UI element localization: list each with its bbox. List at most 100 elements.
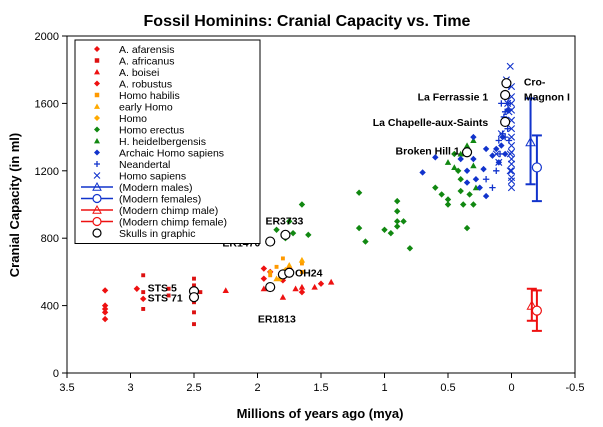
series-modern-males xyxy=(525,97,536,186)
data-point xyxy=(506,167,514,175)
series-modern-females xyxy=(531,134,543,203)
x-tick-label: 2.5 xyxy=(186,382,201,394)
annotation-label: La Ferrassie 1 xyxy=(418,92,489,104)
data-point xyxy=(260,275,268,282)
data-point xyxy=(507,173,516,182)
annotation-label: La Chapelle-aux-Saints xyxy=(373,117,489,129)
data-point xyxy=(507,148,516,156)
data-point xyxy=(525,136,536,147)
legend-marker xyxy=(92,216,102,227)
legend-label: (Modern males) xyxy=(119,182,193,194)
data-point xyxy=(101,305,109,313)
data-point xyxy=(482,145,490,153)
data-point xyxy=(482,192,490,200)
data-point xyxy=(498,142,505,149)
data-point xyxy=(141,273,146,278)
data-point xyxy=(506,62,514,70)
data-point xyxy=(317,280,325,287)
data-point xyxy=(394,208,401,215)
legend-label: A. boisei xyxy=(119,67,159,79)
data-point xyxy=(286,218,293,225)
data-point xyxy=(500,116,511,128)
data-point xyxy=(274,264,279,269)
data-point xyxy=(463,167,471,174)
legend-marker xyxy=(94,46,100,52)
data-point xyxy=(492,150,500,158)
data-point xyxy=(260,265,268,272)
x-tick-label: 3 xyxy=(127,382,133,394)
data-point xyxy=(268,273,273,278)
data-point xyxy=(286,261,293,268)
data-point xyxy=(507,106,516,114)
data-point xyxy=(101,302,109,309)
data-point xyxy=(470,133,477,141)
data-point xyxy=(507,167,516,175)
y-tick-label: 800 xyxy=(41,233,59,245)
data-point xyxy=(284,267,295,278)
legend-label: (Modern chimp male) xyxy=(119,205,218,217)
legend-item: H. heidelbergensis xyxy=(94,136,206,148)
legend-marker xyxy=(94,69,100,75)
x-tick-label: 0.5 xyxy=(440,382,455,394)
data-point xyxy=(298,201,306,208)
data-point xyxy=(531,162,543,173)
x-tick-label: 1 xyxy=(381,382,387,394)
data-point xyxy=(198,290,203,295)
data-point xyxy=(504,125,511,132)
legend-marker xyxy=(92,193,102,204)
data-point xyxy=(493,167,500,174)
data-point xyxy=(101,287,109,294)
legend-item: early Homo xyxy=(94,102,173,114)
series-a-afarensis xyxy=(101,285,147,323)
data-point xyxy=(394,197,401,205)
data-point xyxy=(432,154,439,161)
data-point xyxy=(507,155,516,163)
data-point xyxy=(222,287,229,293)
data-point xyxy=(192,276,196,281)
data-point xyxy=(280,256,285,261)
legend-label: Homo sapiens xyxy=(119,171,186,183)
x-tick-label: 0 xyxy=(508,382,514,394)
legend-marker xyxy=(94,126,100,133)
data-point xyxy=(419,169,426,176)
series-h-heidelbergensis xyxy=(444,137,480,191)
legend-marker xyxy=(94,92,100,98)
data-point xyxy=(289,229,297,237)
annotation-label: Broken Hill 1 xyxy=(396,145,460,157)
data-point xyxy=(265,236,276,247)
data-point xyxy=(279,293,287,300)
x-tick-label: 1.5 xyxy=(313,382,328,394)
legend-item: Archaic Homo sapiens xyxy=(94,148,224,160)
data-point xyxy=(292,285,299,292)
data-point xyxy=(496,150,504,158)
annotation-label: ER3733 xyxy=(265,216,303,228)
data-point xyxy=(507,99,516,107)
data-point xyxy=(355,189,363,196)
data-point xyxy=(394,218,401,225)
legend-marker xyxy=(94,149,100,156)
plot-area xyxy=(101,62,543,332)
data-point xyxy=(265,281,276,293)
data-point xyxy=(501,150,509,158)
legend-label: early Homo xyxy=(119,102,173,114)
data-point xyxy=(451,150,458,158)
chart-title: Fossil Hominins: Cranial Capacity vs. Ti… xyxy=(144,13,471,30)
data-point xyxy=(444,196,452,203)
legend-label: Neandertal xyxy=(119,159,170,171)
data-point xyxy=(355,224,363,232)
x-tick-label: 3.5 xyxy=(59,382,74,394)
data-point xyxy=(480,165,487,173)
data-point xyxy=(101,315,109,323)
data-point xyxy=(457,176,464,183)
legend-label: Archaic Homo sapiens xyxy=(119,148,224,160)
data-point xyxy=(192,322,196,327)
data-point xyxy=(500,89,511,101)
data-point xyxy=(188,292,200,303)
data-point xyxy=(305,231,312,239)
data-point xyxy=(463,142,471,149)
y-tick-label: 0 xyxy=(53,368,59,380)
data-point xyxy=(501,133,509,141)
x-axis-label: Millions of years ago (mya) xyxy=(237,406,404,421)
legend-item: Neandertal xyxy=(94,159,170,171)
